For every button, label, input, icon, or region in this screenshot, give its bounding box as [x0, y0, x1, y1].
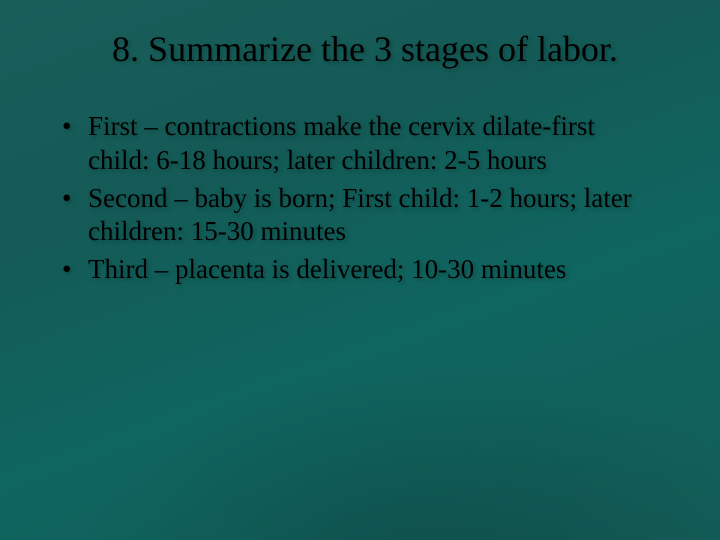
bullet-list: First – contractions make the cervix dil…: [60, 110, 670, 287]
bullet-item: First – contractions make the cervix dil…: [60, 110, 660, 178]
background-shadow: [0, 320, 720, 540]
bullet-item: Second – baby is born; First child: 1-2 …: [60, 182, 660, 250]
bullet-item: Third – placenta is delivered; 10-30 min…: [60, 253, 660, 287]
slide-title: 8. Summarize the 3 stages of labor.: [60, 28, 670, 70]
slide-body: 8. Summarize the 3 stages of labor. Firs…: [0, 0, 720, 287]
